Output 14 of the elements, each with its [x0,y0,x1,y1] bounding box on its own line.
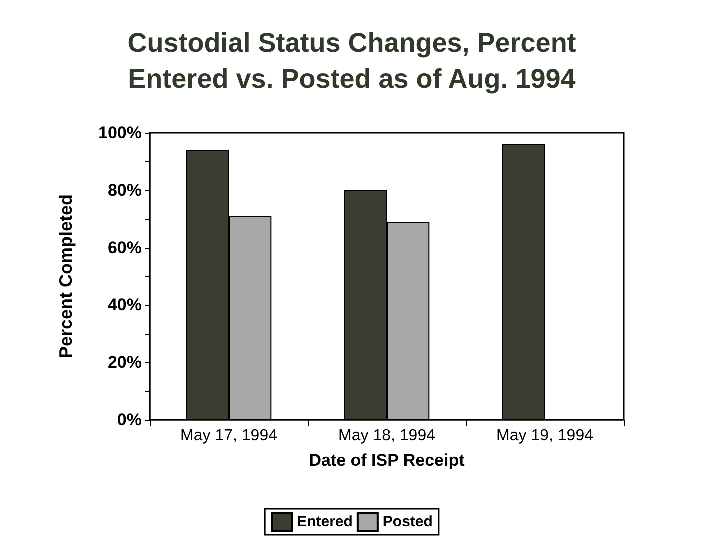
x-axis-title: Date of ISP Receipt [309,451,466,470]
legend-label: Posted [382,514,433,530]
y-tick-label: 80% [108,180,142,200]
x-tick-label: May 18, 1994 [338,428,436,444]
x-tick-label: May 19, 1994 [496,428,594,444]
y-tick-label: 40% [108,296,142,315]
y-tick-label: 60% [108,238,142,258]
x-tick-label: May 17, 1994 [180,428,278,444]
y-axis-title: Percent Completed [56,194,76,359]
legend-label: Entered [297,514,353,530]
chart-title: Custodial Status Changes, Percent Entered vs. Posted as of Aug. 1994 [128,28,576,94]
y-tick-label: 100% [98,124,142,142]
y-tick-label: 0% [117,410,142,430]
y-tick-label: 20% [108,353,142,372]
